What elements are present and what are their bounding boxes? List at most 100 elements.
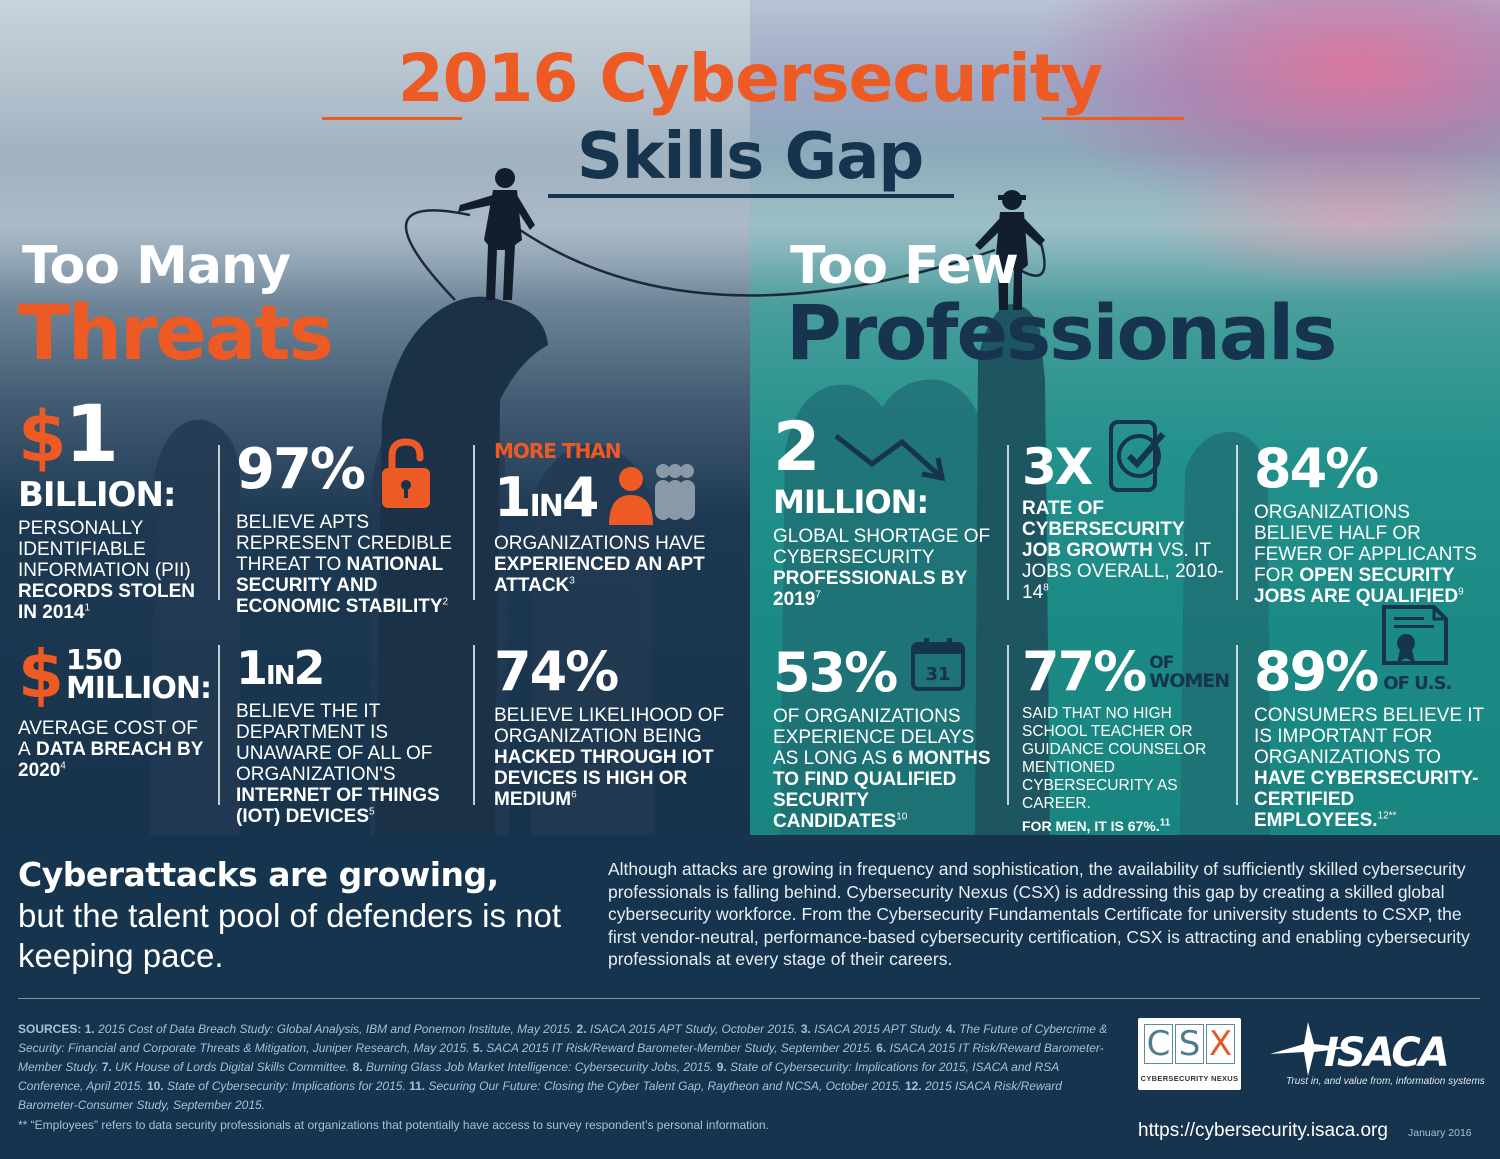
- source-citation: ISACA 2015 APT Study, October 2015.: [589, 1022, 798, 1036]
- source-number: 5.: [469, 1041, 487, 1055]
- source-items: 1. 2015 Cost of Data Breach Study: Globa…: [18, 1022, 1107, 1112]
- csx-letter: C: [1144, 1024, 1173, 1064]
- left-peak: [375, 296, 548, 835]
- source-number: 4.: [942, 1022, 960, 1036]
- climber-right: [975, 190, 1045, 310]
- stat-breach-cost: $ 150 MILLION: AVERAGE COST OF A DATA BR…: [18, 636, 213, 782]
- dollar-sign: $: [18, 636, 64, 713]
- source-number: 1.: [84, 1022, 99, 1036]
- source-citation: ISACA 2015 IT Risk/Reward Barometer-Memb…: [18, 1041, 1104, 1074]
- calendar-day: 31: [926, 664, 951, 685]
- source-number: 3.: [797, 1022, 815, 1036]
- rock-formations-right: [780, 379, 1270, 835]
- source-citation: 2015 ISACA Risk/Reward Barometer-Consume…: [18, 1079, 1062, 1112]
- downward-trend-arrow-icon: [834, 434, 946, 482]
- stat-value: 77%: [1022, 640, 1147, 703]
- right-peak: [975, 304, 1050, 835]
- people-group-icon: [609, 464, 696, 525]
- stat-suffix: WOMEN: [1149, 670, 1230, 692]
- heading-threats: Threats: [18, 288, 334, 377]
- heading-too-few: Too Few: [790, 236, 1019, 296]
- stat-value: 3X: [1022, 438, 1093, 496]
- title-rule-left: [322, 117, 462, 120]
- stat-pii-records: $1 BILLION: PERSONALLY IDENTIFIABLE INFO…: [18, 396, 213, 623]
- stat-description: CONSUMERS BELIEVE IT IS IMPORTANT FOR OR…: [1254, 705, 1484, 831]
- source-citation: ISACA 2015 APT Study.: [814, 1022, 943, 1036]
- stat-apt-attack: MORE THAN 1IN4 ORGANIZATIONS HAVE EXPERI…: [494, 441, 744, 596]
- stat-qualified-applicants: 84% ORGANIZATIONS BELIEVE HALF OR FEWER …: [1254, 442, 1484, 608]
- source-number: 7.: [98, 1060, 116, 1074]
- stat-value: 1IN4: [494, 466, 599, 529]
- divider: [473, 445, 475, 600]
- stat-description: BELIEVE LIKELIHOOD OF ORGANIZATION BEING…: [494, 705, 725, 810]
- source-citation: Securing Our Future: Closing the Cyber T…: [428, 1079, 902, 1093]
- stat-job-growth: 3X RATE OF CYBERSECURITY JOB GROWTH VS. …: [1022, 420, 1227, 603]
- stat-hiring-delays: 53% 31 OF ORGANIZATIONS EXPERIENCE DELAY…: [773, 636, 998, 832]
- stat-description: BELIEVE THE IT DEPARTMENT IS UNAWARE OF …: [236, 701, 440, 827]
- sources-list: SOURCES: 1. 2015 Cost of Data Breach Stu…: [18, 1020, 1108, 1115]
- title-rule-right: [1042, 117, 1184, 120]
- source-number: 2.: [573, 1022, 590, 1036]
- stat-value: 74%: [494, 640, 619, 703]
- stat-unit: BILLION:: [18, 475, 177, 515]
- isaca-tagline: Trust in, and value from, information sy…: [1286, 1076, 1485, 1087]
- stat-unit: MILLION:: [65, 671, 212, 706]
- stat-description: ORGANIZATIONS HAVE EXPERIENCED AN APT AT…: [494, 533, 706, 596]
- divider: [218, 645, 220, 805]
- divider: [1236, 645, 1238, 805]
- source-number: 12.: [901, 1079, 925, 1093]
- stat-value: $1: [18, 396, 213, 474]
- stat-description: RATE OF CYBERSECURITY JOB GROWTH VS. IT …: [1022, 498, 1224, 603]
- footer-divider: [18, 998, 1480, 999]
- heading-too-many: Too Many: [22, 236, 291, 296]
- rope: [404, 209, 1046, 301]
- source-citation: UK House of Lords Digital Skills Committ…: [115, 1060, 350, 1074]
- stat-description: ORGANIZATIONS BELIEVE HALF OR FEWER OF A…: [1254, 502, 1477, 607]
- stat-value: 1IN2: [236, 641, 325, 695]
- csx-logo: C S X CYBERSECURITY NEXUS: [1138, 1018, 1241, 1090]
- sources-label: SOURCES:: [18, 1022, 82, 1036]
- source-number: 9.: [713, 1060, 731, 1074]
- website-url[interactable]: https://cybersecurity.isaca.org: [1138, 1120, 1388, 1141]
- stat-global-shortage: 2 MILLION: GLOBAL SHORTAGE OF CYBERSECUR…: [773, 408, 998, 611]
- publish-date: January 2016: [1408, 1127, 1472, 1139]
- stat-prefix: MORE THAN: [494, 439, 622, 463]
- source-citation: State of Cybersecurity: Implications for…: [18, 1060, 1059, 1093]
- source-citation: SACA 2015 IT Risk/Reward Barometer-Membe…: [486, 1041, 873, 1055]
- climbers-illustration: [150, 168, 1270, 835]
- csx-letter: S: [1175, 1024, 1204, 1064]
- source-number: 6.: [872, 1041, 890, 1055]
- climber-left: [458, 168, 535, 300]
- unlocked-padlock-icon: [382, 438, 431, 508]
- source-number: 8.: [349, 1060, 366, 1074]
- source-citation: Burning Glass Job Market Intelligence: C…: [365, 1060, 714, 1074]
- stat-description: BELIEVE APTs REPRESENT CREDIBLE THREAT T…: [236, 512, 453, 617]
- stat-description: OF ORGANIZATIONS EXPERIENCE DELAYS AS LO…: [773, 706, 991, 832]
- title-underline: [548, 194, 954, 198]
- stat-description: SAID THAT NO HIGH SCHOOL TEACHER OR GUID…: [1022, 705, 1207, 812]
- tagline-rest: but the talent pool of defenders is not …: [18, 897, 562, 974]
- stat-certified-employees: 89% OF U.S. CONSUMERS BELIEVE IT IS IMPO…: [1254, 605, 1494, 831]
- source-number: 10.: [143, 1079, 167, 1093]
- csx-letter: X: [1206, 1024, 1235, 1064]
- calendar-icon: 31: [911, 638, 966, 691]
- dollar-sign: $: [18, 396, 67, 478]
- stat-value: 2: [773, 408, 820, 487]
- page-title-line2: Skills Gap: [576, 120, 924, 194]
- heading-professionals: Professionals: [786, 288, 1337, 377]
- stat-number: 1: [64, 390, 119, 480]
- divider: [218, 445, 220, 600]
- source-citation: 2015 Cost of Data Breach Study: Global A…: [98, 1022, 574, 1036]
- divider: [1007, 445, 1009, 600]
- csx-paragraph: Although attacks are growing in frequenc…: [608, 859, 1470, 969]
- phone-checkmark-icon: [1109, 420, 1166, 492]
- tagline-bold: Cyberattacks are growing,: [18, 855, 499, 894]
- stat-unit: MILLION:: [773, 483, 929, 521]
- divider: [1007, 645, 1009, 805]
- divider: [1236, 445, 1238, 600]
- stat-description: GLOBAL SHORTAGE OF CYBERSECURITY PROFESS…: [773, 526, 991, 610]
- isaca-wordmark: ISACA: [1324, 1030, 1448, 1076]
- stat-value: 53%: [773, 641, 898, 704]
- isaca-star-icon: [1270, 1022, 1348, 1076]
- pink-clouds-lower: [1150, 150, 1500, 290]
